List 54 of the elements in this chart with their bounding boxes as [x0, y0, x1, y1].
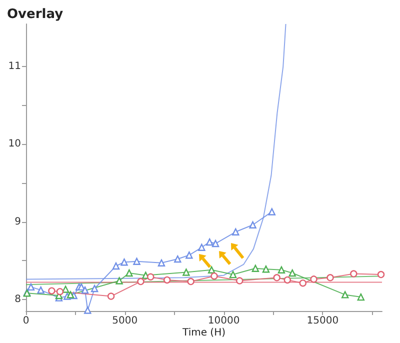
point: [187, 278, 194, 286]
point: [310, 276, 318, 283]
point: [84, 306, 92, 314]
point: [90, 284, 98, 292]
point: [350, 270, 358, 278]
point: [137, 278, 144, 286]
point: [252, 264, 260, 272]
point: [262, 266, 270, 273]
point: [48, 287, 56, 294]
x-tick-label: 5000: [112, 316, 138, 326]
y-tick-label: 11: [8, 61, 21, 72]
y-tick-label: 8: [14, 294, 21, 305]
x-axis-title: Time (H): [182, 328, 226, 338]
point: [268, 208, 276, 216]
x-tick-label: 10000: [208, 316, 240, 326]
point: [182, 268, 190, 276]
point: [326, 274, 334, 282]
point: [341, 291, 349, 298]
point: [133, 258, 140, 265]
point: [126, 269, 133, 277]
point: [158, 259, 166, 267]
point: [212, 240, 220, 248]
point: [278, 266, 286, 274]
point: [236, 277, 244, 284]
point: [288, 269, 296, 277]
point: [112, 262, 120, 270]
y-tick-label: 9: [14, 216, 21, 228]
point: [249, 221, 256, 228]
point: [232, 228, 240, 236]
point: [210, 272, 218, 280]
point: [81, 286, 89, 294]
point: [186, 252, 193, 259]
point: [66, 291, 74, 298]
x-tick-label: 0: [22, 316, 30, 326]
y-tick-label: 10: [8, 138, 21, 150]
point: [120, 258, 128, 266]
x-tick-label: 15000: [306, 316, 339, 326]
chart-title: Overlay: [7, 7, 64, 22]
point: [116, 277, 123, 284]
point: [147, 273, 154, 280]
point: [377, 270, 385, 278]
point: [284, 276, 292, 284]
point: [299, 279, 306, 287]
point: [198, 244, 206, 251]
point: [107, 292, 115, 300]
point: [229, 270, 237, 278]
point: [174, 255, 182, 263]
point: [273, 274, 280, 282]
point: [37, 286, 44, 294]
point: [357, 293, 364, 301]
point: [163, 276, 171, 284]
point: [56, 288, 64, 296]
point: [208, 266, 216, 274]
point: [206, 238, 214, 246]
